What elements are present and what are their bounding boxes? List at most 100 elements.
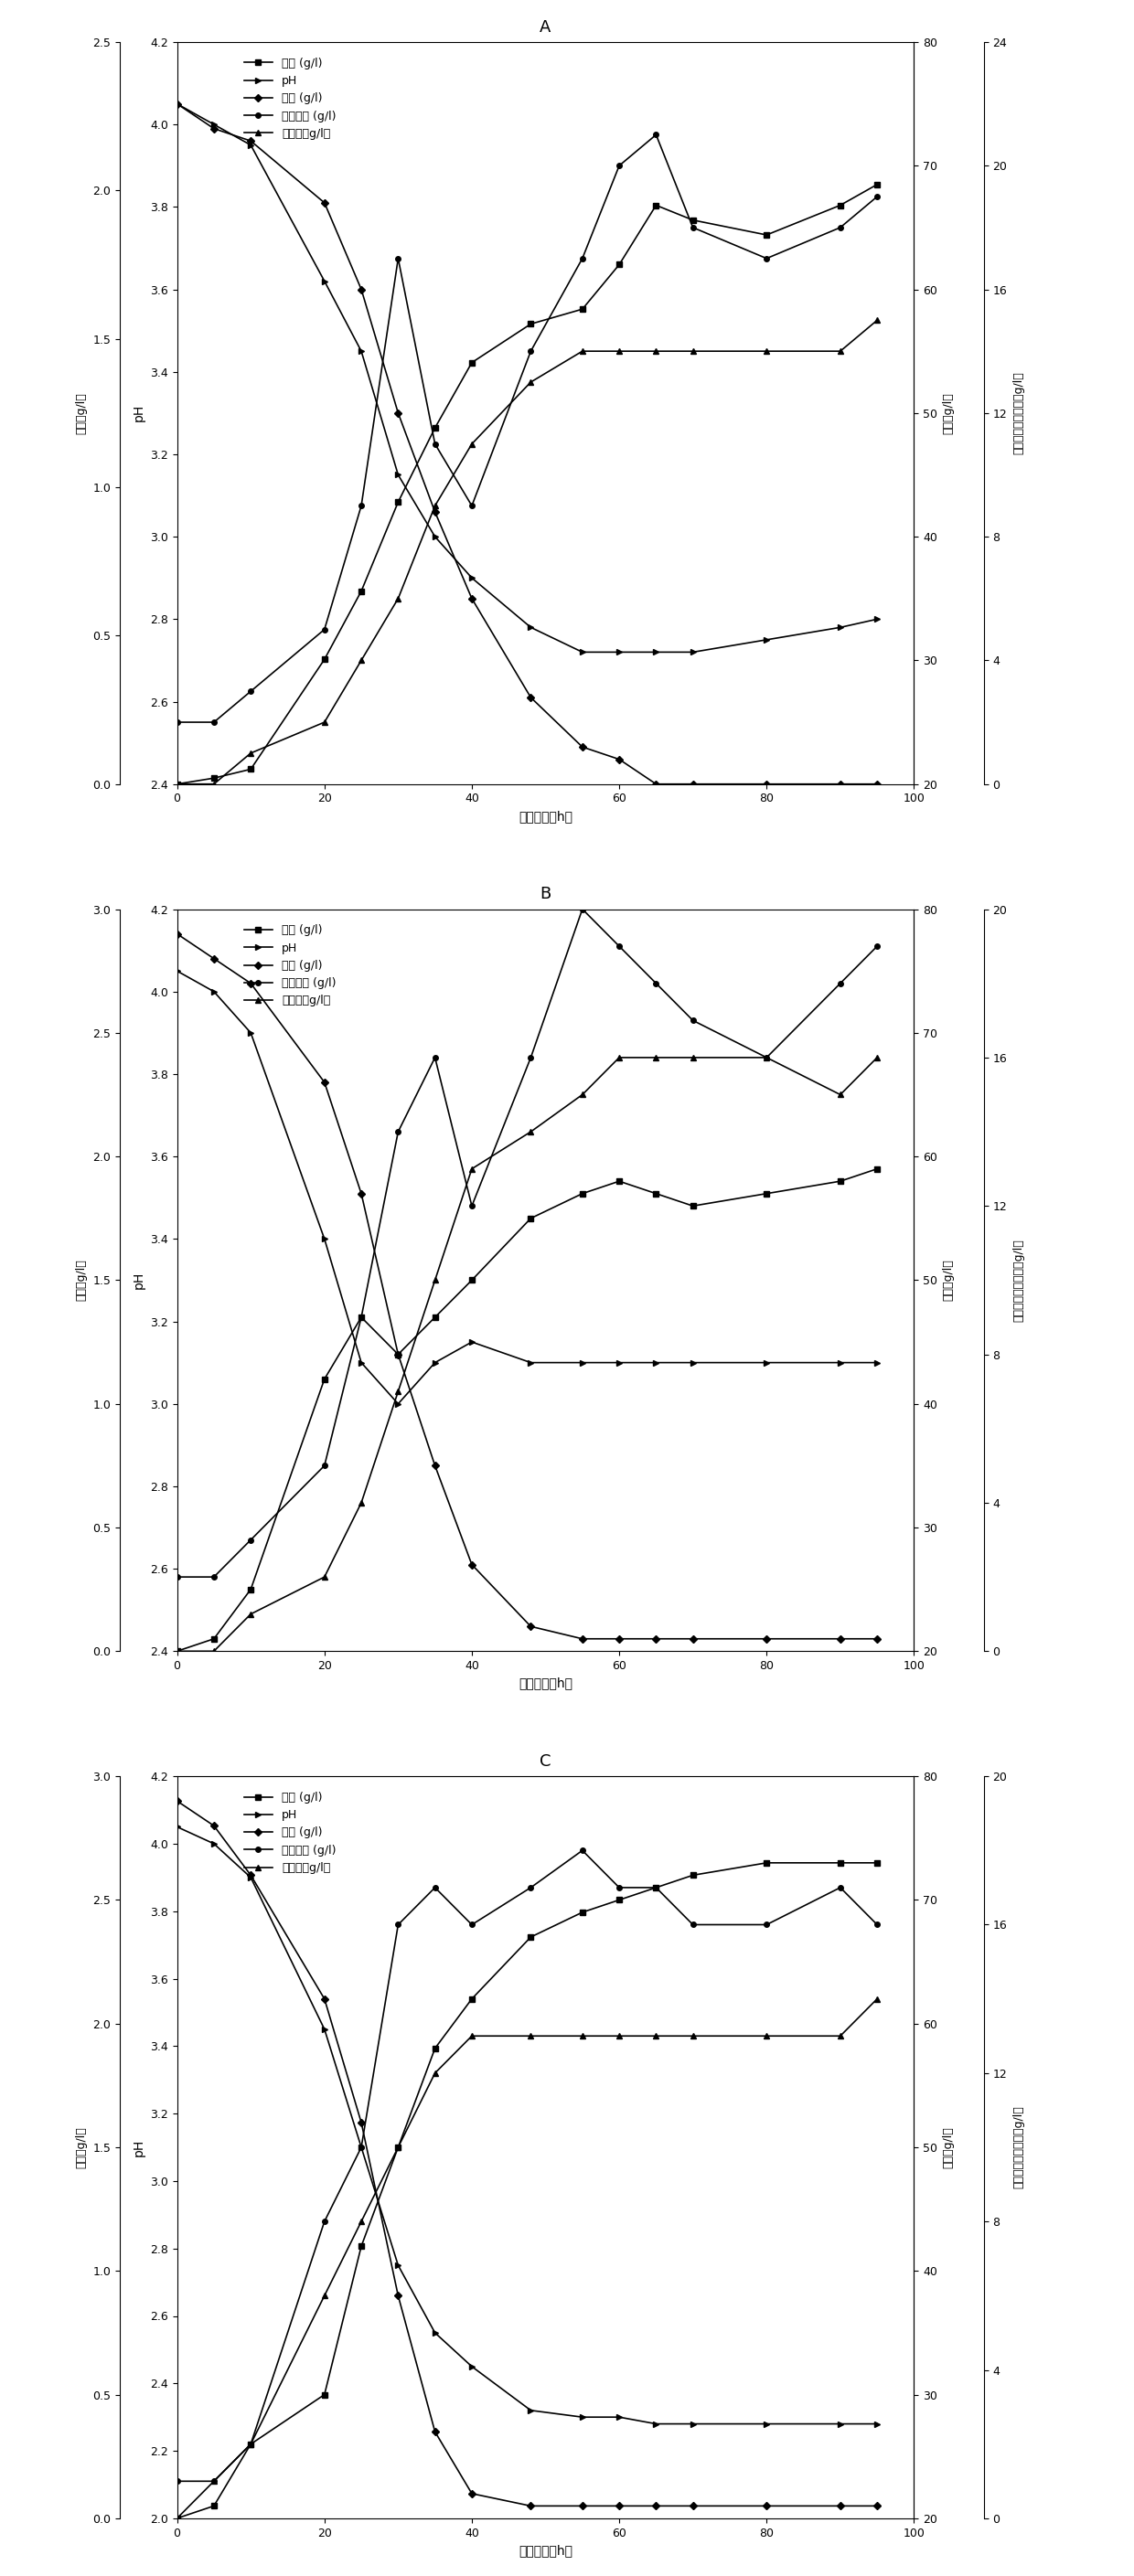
Y-axis label: pH: pH	[132, 2138, 145, 2156]
残糖 (g/l)	[429, 497, 442, 528]
X-axis label: 培养时间（h）: 培养时间（h）	[518, 809, 573, 822]
硬葡聚糖 (g/l)	[429, 1043, 442, 1074]
残糖 (g/l)	[650, 1623, 663, 1654]
残糖 (g/l)	[244, 1860, 257, 1891]
硬葡聚糖 (g/l)	[870, 180, 883, 211]
pH	[524, 613, 538, 644]
Line: 残糖 (g/l): 残糖 (g/l)	[175, 933, 880, 1641]
生物量（g/l）	[760, 1043, 773, 1074]
生物量（g/l）	[391, 2133, 405, 2164]
硬葡聚糖 (g/l)	[208, 1561, 221, 1592]
硬葡聚糖 (g/l)	[429, 428, 442, 459]
生物量（g/l）	[576, 1079, 590, 1110]
pH	[760, 1347, 773, 1378]
残糖 (g/l)	[870, 1623, 883, 1654]
残糖 (g/l)	[612, 2491, 626, 2522]
pH	[355, 2133, 369, 2164]
Y-axis label: 草酸（g/l）: 草酸（g/l）	[76, 1260, 87, 1301]
生物量（g/l）	[760, 335, 773, 366]
残糖 (g/l)	[318, 1066, 331, 1097]
草酸 (g/l)	[391, 1340, 405, 1370]
硬葡聚糖 (g/l)	[244, 675, 257, 706]
硬葡聚糖 (g/l)	[760, 242, 773, 273]
草酸 (g/l)	[650, 1177, 663, 1208]
残糖 (g/l)	[244, 969, 257, 999]
残糖 (g/l)	[576, 1623, 590, 1654]
残糖 (g/l)	[244, 126, 257, 157]
硬葡聚糖 (g/l)	[650, 969, 663, 999]
硬葡聚糖 (g/l)	[465, 1909, 479, 1940]
Y-axis label: 生物量，硬葡聚糖（g/l）: 生物量，硬葡聚糖（g/l）	[1013, 371, 1024, 453]
Line: 生物量（g/l）: 生物量（g/l）	[175, 317, 880, 786]
pH	[686, 1347, 700, 1378]
Line: 硬葡聚糖 (g/l): 硬葡聚糖 (g/l)	[175, 1847, 880, 2483]
残糖 (g/l)	[524, 683, 538, 714]
X-axis label: 培养时间（h）: 培养时间（h）	[518, 2545, 573, 2558]
残糖 (g/l)	[576, 732, 590, 762]
残糖 (g/l)	[612, 744, 626, 775]
草酸 (g/l)	[208, 1623, 221, 1654]
硬葡聚糖 (g/l)	[318, 613, 331, 644]
硬葡聚糖 (g/l)	[208, 2465, 221, 2496]
草酸 (g/l)	[208, 762, 221, 793]
Legend: 草酸 (g/l), pH, 残糖 (g/l), 硬葡聚糖 (g/l), 生物量（g/l）: 草酸 (g/l), pH, 残糖 (g/l), 硬葡聚糖 (g/l), 生物量（…	[242, 922, 338, 1010]
pH	[391, 459, 405, 489]
生物量（g/l）	[612, 1043, 626, 1074]
草酸 (g/l)	[612, 1167, 626, 1198]
残糖 (g/l)	[650, 2491, 663, 2522]
pH	[391, 1388, 405, 1419]
草酸 (g/l)	[465, 348, 479, 379]
pH	[170, 1811, 184, 1842]
硬葡聚糖 (g/l)	[760, 1043, 773, 1074]
硬葡聚糖 (g/l)	[170, 706, 184, 737]
Y-axis label: 草酸（g/l）: 草酸（g/l）	[76, 2125, 87, 2169]
硬葡聚糖 (g/l)	[576, 242, 590, 273]
残糖 (g/l)	[318, 188, 331, 219]
残糖 (g/l)	[429, 1450, 442, 1481]
pH	[870, 1347, 883, 1378]
生物量（g/l）	[833, 2020, 847, 2050]
残糖 (g/l)	[465, 1548, 479, 1579]
生物量（g/l）	[612, 335, 626, 366]
草酸 (g/l)	[244, 1574, 257, 1605]
pH	[524, 2396, 538, 2427]
硬葡聚糖 (g/l)	[576, 1834, 590, 1865]
草酸 (g/l)	[576, 294, 590, 325]
硬葡聚糖 (g/l)	[524, 1043, 538, 1074]
生物量（g/l）	[686, 1043, 700, 1074]
生物量（g/l）	[355, 2205, 369, 2236]
生物量（g/l）	[524, 2020, 538, 2050]
Y-axis label: pH: pH	[132, 1273, 145, 1288]
pH	[170, 956, 184, 987]
pH	[576, 636, 590, 667]
pH	[355, 335, 369, 366]
残糖 (g/l)	[760, 2491, 773, 2522]
残糖 (g/l)	[170, 1785, 184, 1816]
残糖 (g/l)	[391, 1340, 405, 1370]
残糖 (g/l)	[208, 1811, 221, 1842]
硬葡聚糖 (g/l)	[244, 1525, 257, 1556]
生物量（g/l）	[244, 1600, 257, 1631]
草酸 (g/l)	[208, 2491, 221, 2522]
硬葡聚糖 (g/l)	[355, 1301, 369, 1332]
残糖 (g/l)	[318, 1984, 331, 2014]
残糖 (g/l)	[391, 397, 405, 428]
pH	[686, 636, 700, 667]
硬葡聚糖 (g/l)	[170, 1561, 184, 1592]
残糖 (g/l)	[208, 943, 221, 974]
硬葡聚糖 (g/l)	[833, 211, 847, 242]
pH	[208, 108, 221, 139]
残糖 (g/l)	[870, 768, 883, 799]
硬葡聚糖 (g/l)	[686, 1005, 700, 1036]
残糖 (g/l)	[760, 768, 773, 799]
草酸 (g/l)	[576, 1896, 590, 1927]
硬葡聚糖 (g/l)	[833, 969, 847, 999]
Line: pH: pH	[175, 969, 880, 1406]
草酸 (g/l)	[355, 1301, 369, 1332]
pH	[524, 1347, 538, 1378]
生物量（g/l）	[318, 706, 331, 737]
pH	[686, 2409, 700, 2439]
草酸 (g/l)	[870, 170, 883, 201]
残糖 (g/l)	[833, 768, 847, 799]
Line: 草酸 (g/l): 草酸 (g/l)	[175, 1167, 880, 1654]
